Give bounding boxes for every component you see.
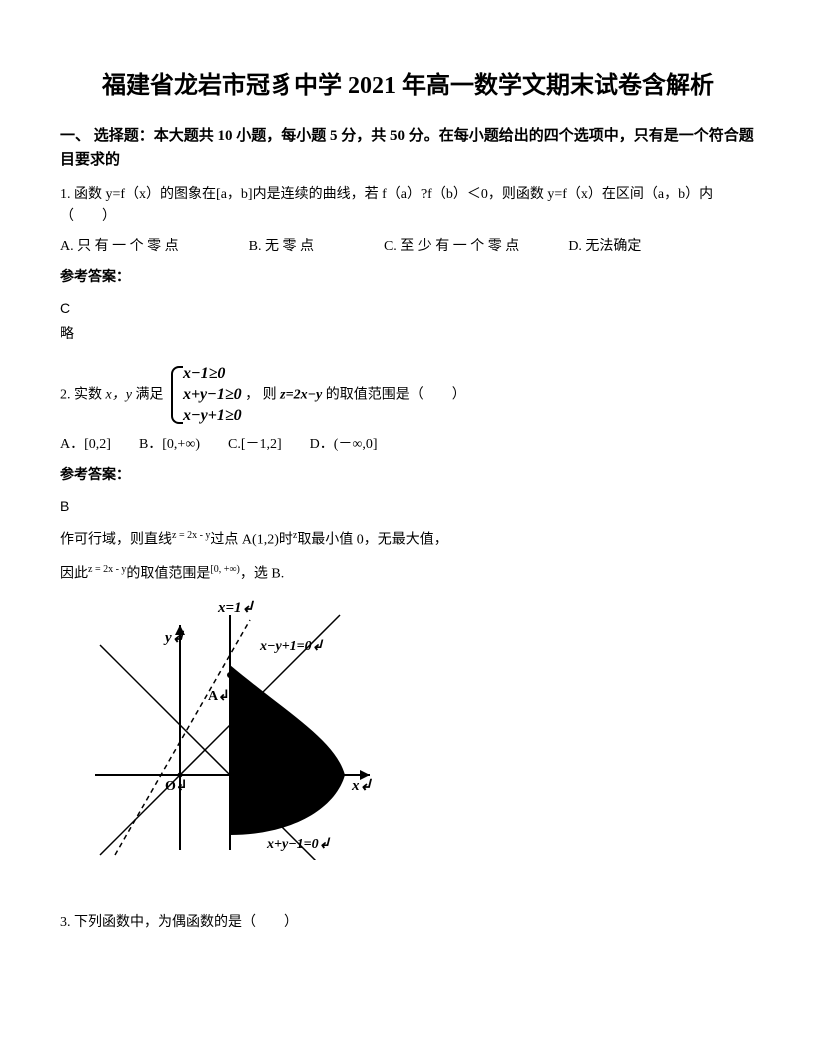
q1-answer-label: 参考答案： (60, 267, 756, 289)
q2-exp1c: 过点 A(1,2)时 (210, 532, 292, 547)
q2-text: 2. 实数 x，y 满足 x−1≥0 x+y−1≥0 x−y+1≥0 ， 则 z… (60, 364, 756, 426)
q2-opt-b: B．[0,+∞) (139, 437, 200, 452)
graph-svg: x=1↲ x−y+1=0↲ x+y−1=0↲ y↲ x↲ A↲ O↲ (90, 600, 390, 860)
q2-mid2: ， 则 (245, 387, 277, 402)
origin-point (178, 772, 183, 777)
label-a: A↲ (208, 689, 230, 704)
q2-sys2: x+y−1≥0 (183, 385, 242, 406)
point-a (227, 672, 233, 678)
label-o: O↲ (165, 779, 188, 794)
q2-zexpr: z=2x−y (277, 387, 326, 402)
q1-explain: 略 (60, 324, 756, 346)
q1-answer: C (60, 297, 756, 319)
label-line2: x+y−1=0↲ (266, 837, 331, 852)
q1-opt-c: C. 至 少 有 一 个 零 点 (384, 239, 519, 254)
q1-opt-b: B. 无 零 点 (249, 239, 314, 254)
section-header: 一、 选择题：本大题共 10 小题，每小题 5 分，共 50 分。在每小题给出的… (60, 124, 756, 172)
q2-exp2e: ，选 B. (240, 566, 284, 581)
q2-exp2a: 因此 (60, 566, 88, 581)
label-y: y↲ (163, 630, 185, 646)
q2-explain1: 作可行域，则直线z = 2x - y过点 A(1,2)时z取最小值 0，无最大值… (60, 528, 756, 552)
q2-answer: B (60, 495, 756, 517)
label-line1: x−y+1=0↲ (259, 639, 324, 654)
q2-exp1b: z = 2x - y (172, 530, 210, 541)
q2-exp1e: 取最小值 0，无最大值， (297, 532, 448, 547)
q1-options: A. 只 有 一 个 零 点 B. 无 零 点 C. 至 少 有 一 个 零 点… (60, 236, 756, 258)
q2-answer-label: 参考答案： (60, 465, 756, 487)
q2-opt-c: C.[－1,2] (228, 437, 282, 452)
q2-opt-d: D．(－∞,0] (310, 437, 378, 452)
feasible-region-graph: x=1↲ x−y+1=0↲ x+y−1=0↲ y↲ x↲ A↲ O↲ (90, 600, 390, 860)
page-title: 福建省龙岩市冠豸中学 2021 年高一数学文期末试卷含解析 (60, 70, 756, 104)
q2-mid1: 满足 (132, 387, 167, 402)
q2-explain2: 因此z = 2x - y的取值范围是[0, +∞)，选 B. (60, 562, 756, 586)
q2-sys3: x−y+1≥0 (183, 406, 242, 427)
q1-opt-a: A. 只 有 一 个 零 点 (60, 239, 179, 254)
q1-text: 1. 函数 y=f（x）的图象在[a，b]内是连续的曲线，若 f（a）?f（b）… (60, 184, 756, 229)
q2-system: x−1≥0 x+y−1≥0 x−y+1≥0 (167, 364, 242, 426)
q2-vars: x，y (106, 387, 132, 402)
label-x: x↲ (351, 778, 373, 794)
q2-exp1a: 作可行域，则直线 (60, 532, 172, 547)
q3-text: 3. 下列函数中，为偶函数的是（ ） (60, 912, 756, 934)
q2-prefix: 2. 实数 (60, 387, 106, 402)
label-x1: x=1↲ (217, 600, 255, 616)
q2-exp2b: z = 2x - y (88, 564, 126, 575)
q2-suffix: 的取值范围是（ ） (326, 387, 466, 402)
q2-sys1: x−1≥0 (183, 364, 242, 385)
q2-opt-a: A．[0,2] (60, 437, 111, 452)
q2-options: A．[0,2] B．[0,+∞) C.[－1,2] D．(－∞,0] (60, 434, 756, 456)
q2-exp2c: 的取值范围是 (126, 566, 210, 581)
q2-exp2d: [0, +∞) (210, 564, 239, 575)
q1-opt-d: D. 无法确定 (568, 239, 641, 254)
